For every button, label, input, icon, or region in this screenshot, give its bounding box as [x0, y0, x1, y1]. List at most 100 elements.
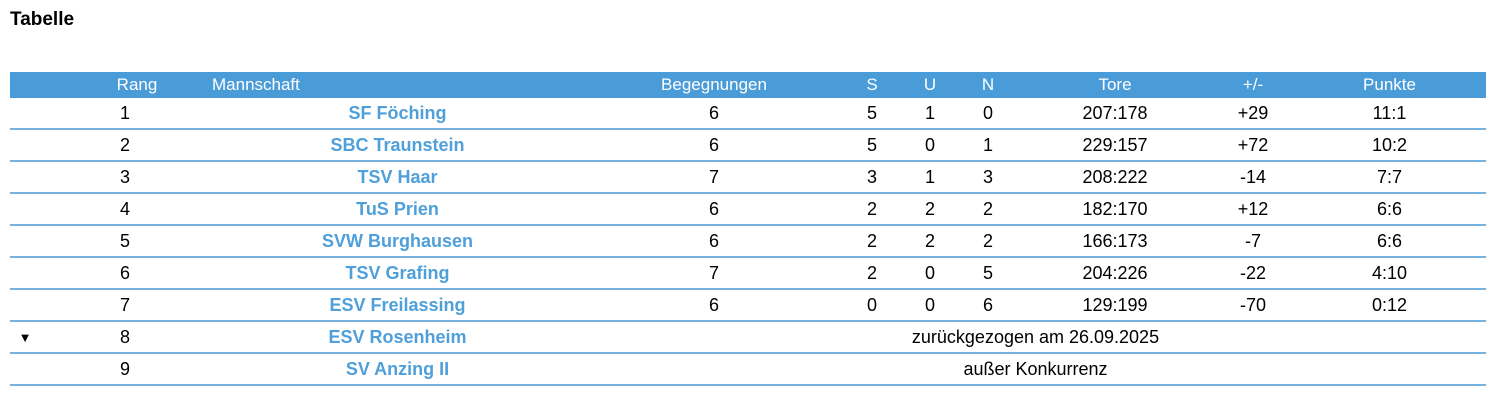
wins-cell: 5	[866, 102, 877, 123]
table-row: 4 TuS Prien 6 2 2 2 182:170 +12 6:6	[10, 193, 1486, 225]
goal-diff-cell: +72	[1237, 134, 1269, 155]
rank-change-indicator	[10, 225, 40, 257]
points-cell: 6:6	[1376, 230, 1403, 251]
draws-cell: 0	[924, 134, 935, 155]
draws-cell: 2	[924, 198, 935, 219]
rank-change-indicator	[10, 257, 40, 289]
page-title: Tabelle	[10, 9, 75, 30]
wins-cell: 2	[866, 198, 877, 219]
out-of-competition-note: außer Konkurrenz	[963, 358, 1108, 379]
column-header-mannschaft: Mannschaft	[210, 72, 585, 98]
rank-cell: 6	[119, 262, 130, 283]
losses-cell: 2	[982, 230, 993, 251]
rank-cell: 9	[119, 358, 130, 379]
losses-cell: 2	[982, 198, 993, 219]
column-header-begegnungen: Begegnungen	[585, 72, 843, 98]
rank-change-indicator	[10, 161, 40, 193]
rank-change-indicator	[10, 353, 40, 385]
rank-down-icon: ▼	[18, 329, 32, 345]
rank-cell: 5	[119, 230, 130, 251]
table-row: 1 SF Föching 6 5 1 0 207:178 +29 11:1	[10, 98, 1486, 129]
wins-cell: 5	[866, 134, 877, 155]
wins-cell: 3	[866, 166, 877, 187]
column-header-niederlagen: N	[959, 72, 1017, 98]
team-cell: SBC Traunstein	[210, 129, 585, 161]
table-row: 7 ESV Freilassing 6 0 0 6 129:199 -70 0:…	[10, 289, 1486, 321]
goals-cell: 182:170	[1082, 198, 1148, 219]
withdrawn-note: zurückgezogen am 26.09.2025	[911, 326, 1160, 347]
table-row: 6 TSV Grafing 7 2 0 5 204:226 -22 4:10	[10, 257, 1486, 289]
team-link[interactable]: SVW Burghausen	[321, 230, 473, 251]
team-cell: SF Föching	[210, 98, 585, 129]
team-link[interactable]: TSV Haar	[357, 166, 438, 187]
team-cell: TSV Grafing	[210, 257, 585, 289]
goal-diff-cell: -22	[1239, 262, 1266, 283]
points-cell: 0:12	[1371, 294, 1408, 315]
games-cell: 7	[708, 262, 719, 283]
rank-change-indicator	[10, 193, 40, 225]
column-header-indicator	[10, 72, 40, 98]
team-cell: SVW Burghausen	[210, 225, 585, 257]
table-row: 9 SV Anzing II außer Konkurrenz	[10, 353, 1486, 385]
points-cell: 6:6	[1376, 198, 1403, 219]
games-cell: 6	[708, 102, 719, 123]
team-link[interactable]: TSV Grafing	[345, 262, 450, 283]
games-cell: 6	[708, 230, 719, 251]
goals-cell: 204:226	[1082, 262, 1148, 283]
points-cell: 11:1	[1372, 102, 1407, 123]
rank-cell: 7	[119, 294, 130, 315]
draws-cell: 2	[924, 230, 935, 251]
goal-diff-cell: -7	[1244, 230, 1261, 251]
draws-cell: 1	[924, 166, 935, 187]
column-header-rang: Rang	[40, 72, 210, 98]
team-link[interactable]: SF Föching	[348, 102, 447, 123]
losses-cell: 6	[982, 294, 993, 315]
team-link[interactable]: ESV Freilassing	[329, 294, 466, 315]
points-cell: 7:7	[1376, 166, 1403, 187]
losses-cell: 1	[982, 134, 993, 155]
wins-cell: 2	[866, 262, 877, 283]
team-link[interactable]: SBC Traunstein	[330, 134, 465, 155]
rank-cell: 8	[119, 326, 130, 347]
goal-diff-cell: +29	[1237, 102, 1269, 123]
league-table: Rang Mannschaft Begegnungen S U N Tore +…	[10, 72, 1486, 386]
team-link[interactable]: ESV Rosenheim	[328, 326, 467, 347]
table-header-row: Rang Mannschaft Begegnungen S U N Tore +…	[10, 72, 1486, 98]
wins-cell: 0	[866, 294, 877, 315]
team-cell: ESV Freilassing	[210, 289, 585, 321]
rank-change-indicator	[10, 289, 40, 321]
draws-cell: 0	[924, 294, 935, 315]
rank-cell: 4	[119, 198, 130, 219]
column-header-siege: S	[843, 72, 901, 98]
points-cell: 4:10	[1371, 262, 1408, 283]
column-header-tore: Tore	[1017, 72, 1213, 98]
draws-cell: 0	[924, 262, 935, 283]
goals-cell: 207:178	[1082, 102, 1148, 123]
table-row: 2 SBC Traunstein 6 5 0 1 229:157 +72 10:…	[10, 129, 1486, 161]
games-cell: 6	[708, 294, 719, 315]
wins-cell: 2	[866, 230, 877, 251]
points-cell: 10:2	[1371, 134, 1408, 155]
team-link[interactable]: TuS Prien	[356, 198, 439, 219]
goals-cell: 166:173	[1082, 230, 1148, 251]
goals-cell: 129:199	[1082, 294, 1148, 315]
draws-cell: 1	[924, 102, 935, 123]
rank-cell: 1	[119, 102, 130, 123]
losses-cell: 3	[982, 166, 993, 187]
rank-change-indicator	[10, 98, 40, 129]
goals-cell: 208:222	[1082, 166, 1148, 187]
team-cell: TSV Haar	[210, 161, 585, 193]
rank-change-indicator	[10, 129, 40, 161]
games-cell: 6	[708, 134, 719, 155]
goal-diff-cell: -14	[1239, 166, 1266, 187]
goal-diff-cell: -70	[1239, 294, 1266, 315]
column-header-plusminus: +/-	[1213, 72, 1293, 98]
team-cell: SV Anzing II	[210, 353, 585, 385]
table-row: 3 TSV Haar 7 3 1 3 208:222 -14 7:7	[10, 161, 1486, 193]
team-link[interactable]: SV Anzing II	[345, 358, 450, 379]
rank-cell: 2	[119, 134, 130, 155]
games-cell: 6	[708, 198, 719, 219]
table-row: ▼ 8 ESV Rosenheim zurückgezogen am 26.09…	[10, 321, 1486, 353]
table-row: 5 SVW Burghausen 6 2 2 2 166:173 -7 6:6	[10, 225, 1486, 257]
goals-cell: 229:157	[1082, 134, 1148, 155]
